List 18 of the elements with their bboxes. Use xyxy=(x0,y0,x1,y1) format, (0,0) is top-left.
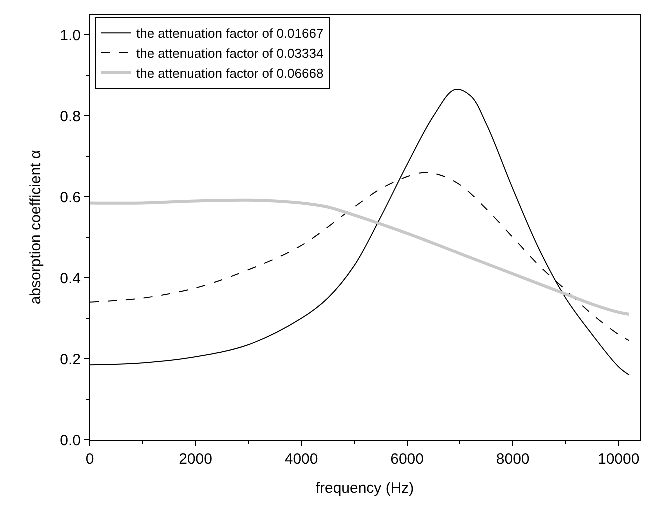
legend-label: the attenuation factor of 0.01667 xyxy=(136,26,324,42)
y-tick-label: 0.4 xyxy=(60,270,81,288)
x-tick-label: 0 xyxy=(86,451,94,468)
y-tick-label: 1.0 xyxy=(60,27,81,44)
y-tick-label: 0.8 xyxy=(60,108,81,126)
y-axis-title: absorption coefficient α xyxy=(27,150,44,305)
y-tick-label: 0.0 xyxy=(60,432,81,450)
x-axis-title: frequency (Hz) xyxy=(316,480,414,497)
line-series xyxy=(90,198,631,316)
legend-label: the attenuation factor of 0.06668 xyxy=(136,66,324,81)
x-tick-label: 2000 xyxy=(179,451,212,468)
x-tick-label: 6000 xyxy=(390,451,424,468)
x-tick-label: 4000 xyxy=(284,451,318,468)
y-tick-label: 0.2 xyxy=(60,351,81,368)
x-tick-label: 10000 xyxy=(598,451,640,468)
y-tick-label: 0.6 xyxy=(60,189,81,206)
legend-label: the attenuation factor of 0.03334 xyxy=(136,46,324,62)
x-tick-label: 8000 xyxy=(496,451,530,468)
